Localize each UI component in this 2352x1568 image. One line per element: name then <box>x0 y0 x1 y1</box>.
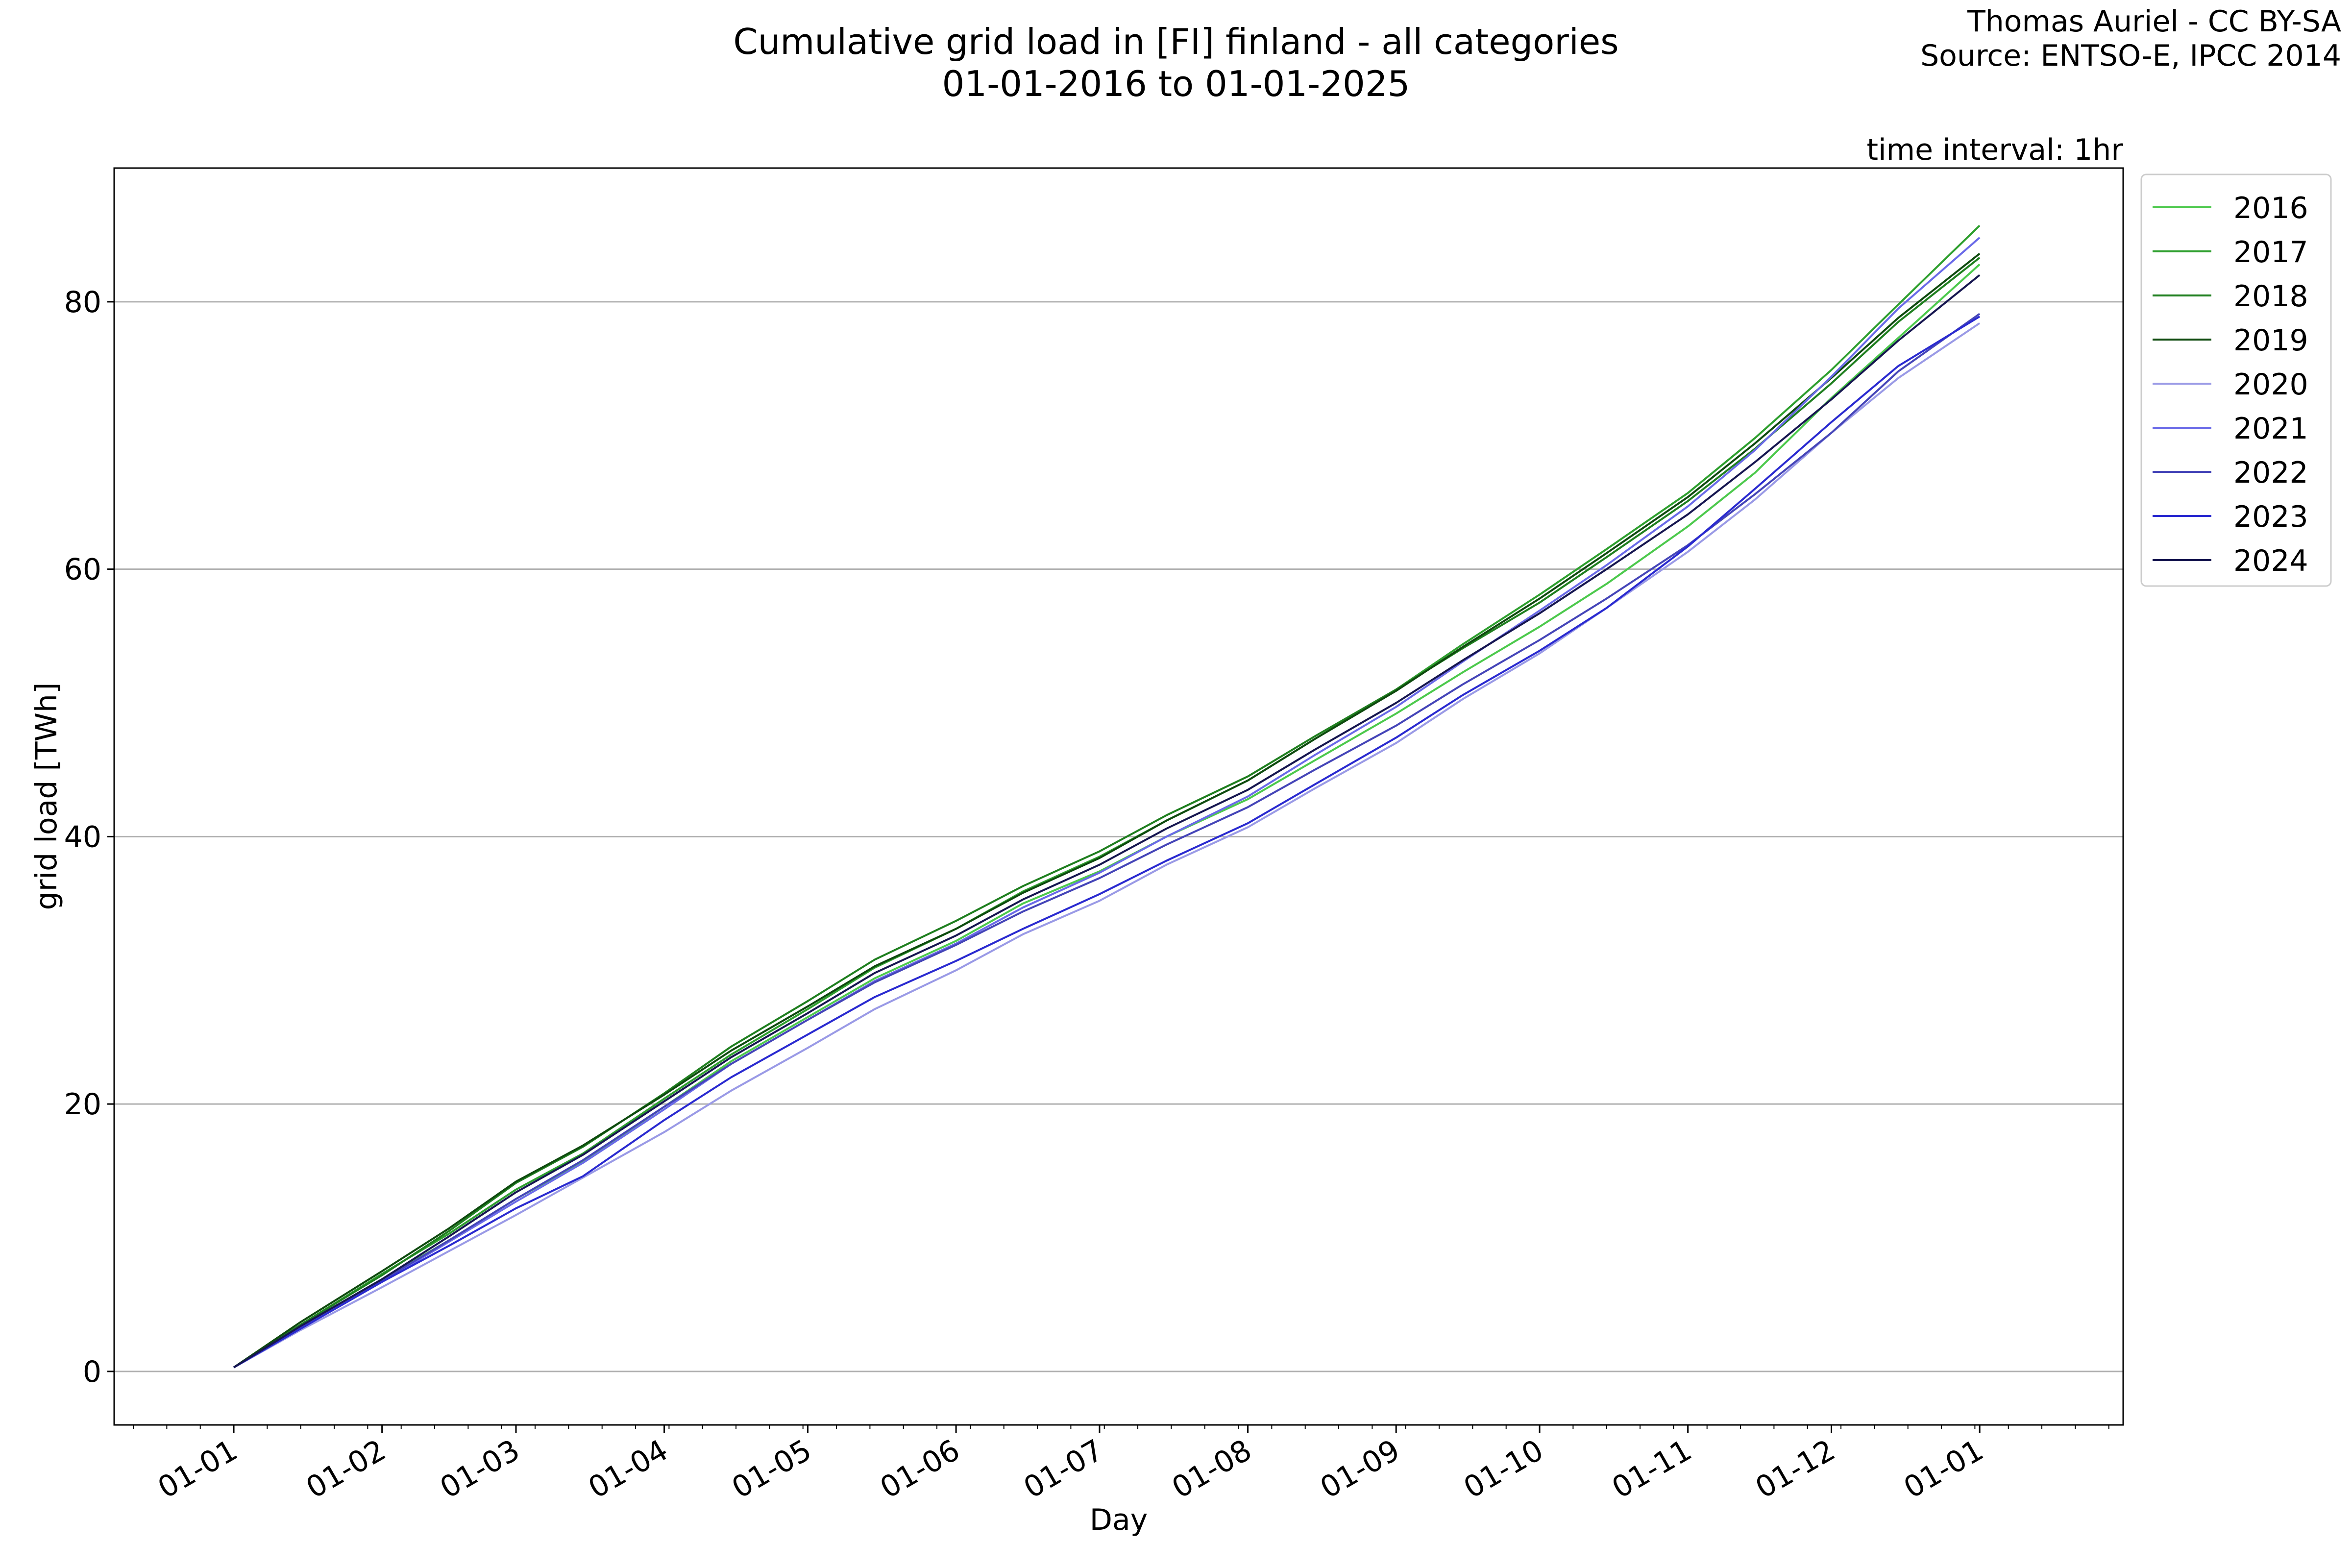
chart-subtitle: 01-01-2016 to 01-01-2025 <box>942 63 1410 104</box>
series-line-2022 <box>233 313 1981 1369</box>
legend: 2016 2017 2018 2019 2020 2021 2022 2023 2024 <box>2140 173 2332 587</box>
series-line-2023 <box>233 316 1981 1369</box>
credit-text: Thomas Auriel - CC BY-SA <box>1967 4 2341 39</box>
series-line-2018 <box>233 257 1981 1369</box>
series-line-2020 <box>233 322 1981 1369</box>
legend-frame <box>2140 173 2332 587</box>
y-tick-label: 20 <box>64 1087 101 1122</box>
y-axis: 0 20 40 60 80 <box>64 285 114 1389</box>
x-axis-label: Day <box>1090 1503 1148 1537</box>
plot-area-frame <box>113 167 2124 1426</box>
source-text: Source: ENTSO-E, IPCC 2014 <box>1920 39 2341 73</box>
grid-lines <box>114 301 2123 1372</box>
chart-title: Cumulative grid load in [FI] finland - a… <box>733 21 1618 62</box>
series-line-2024 <box>233 274 1981 1369</box>
y-tick-label: 0 <box>83 1355 101 1389</box>
legend-label: 2018 <box>2233 279 2308 314</box>
legend-label: 2021 <box>2233 412 2308 446</box>
legend-label: 2023 <box>2233 500 2308 534</box>
series-lines <box>233 224 1981 1369</box>
series-line-2017 <box>233 224 1981 1369</box>
y-axis-label: grid load [TWh] <box>29 683 64 910</box>
y-tick-label: 40 <box>64 820 101 854</box>
legend-label: 2020 <box>2233 368 2308 402</box>
legend-label: 2022 <box>2233 456 2308 490</box>
series-line-2021 <box>233 237 1981 1369</box>
y-tick-label: 80 <box>64 285 101 319</box>
time-interval-annotation: time interval: 1hr <box>1866 133 2123 167</box>
legend-label: 2017 <box>2233 235 2308 270</box>
series-line-2019 <box>233 253 1981 1369</box>
legend-label: 2019 <box>2233 323 2308 358</box>
y-tick-label: 60 <box>64 553 101 587</box>
legend-label: 2016 <box>2233 191 2308 225</box>
legend-label: 2024 <box>2233 544 2308 578</box>
